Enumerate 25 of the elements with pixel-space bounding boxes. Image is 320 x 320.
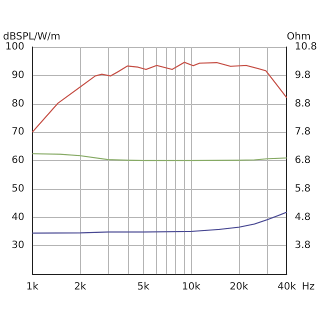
y-tick-label: 70 [12, 126, 24, 138]
x-tick-label: 40k [277, 282, 296, 292]
y2-tick-label: 7.8 [294, 126, 311, 138]
x-tick-label: 2k [74, 282, 86, 292]
x-tick-label: 1k [26, 282, 39, 292]
y-tick-label: 80 [12, 98, 24, 110]
y-tick-label: 90 [12, 70, 24, 81]
y2-axis-title: Ohm [286, 32, 311, 43]
x-tick-label: 5k [137, 282, 150, 292]
y-tick-label: 60 [12, 155, 24, 166]
y-tick-label: 30 [12, 240, 24, 252]
y2-tick-label: 6.8 [294, 155, 311, 166]
y-tick-label: 50 [12, 183, 24, 194]
y2-tick-label: 8.8 [294, 98, 311, 110]
x-tick-label: 10k [182, 282, 201, 292]
y2-tick-label: 3.8 [294, 240, 311, 252]
y2-tick-label: 4.8 [294, 212, 311, 223]
y2-tick-label: 10.8 [294, 42, 317, 52]
y2-tick-label: 5.8 [294, 183, 311, 194]
y-tick-label: 40 [12, 212, 24, 223]
x-axis-title: Hz [302, 282, 315, 292]
y-tick-label: 100 [5, 42, 24, 52]
y-axis-title: dBSPL/W/m [2, 32, 60, 43]
x-tick-label: 20k [230, 282, 248, 292]
y2-tick-label: 9.8 [294, 70, 311, 81]
